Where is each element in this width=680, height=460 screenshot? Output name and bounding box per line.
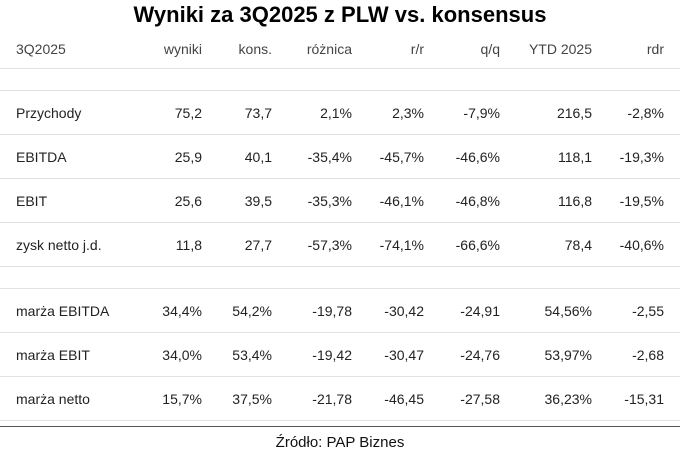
header-ytd-change: rdr (646, 41, 664, 57)
cell-yoy: -30,47 (352, 332, 424, 377)
cell-results: 11,8 (140, 222, 202, 267)
cell-qoq: -46,6% (424, 134, 500, 179)
header-consensus: kons. (238, 41, 272, 57)
cell-ytd: 53,97% (500, 332, 592, 377)
cell-ytd-change: -2,55 (592, 288, 680, 333)
spacer-row (0, 68, 680, 91)
cell-consensus: 27,7 (202, 222, 272, 267)
cell-ytd-change: -40,6% (592, 222, 680, 267)
cell-results: 75,2 (140, 90, 202, 135)
header-qoq: q/q (480, 41, 500, 57)
page-title: Wyniki za 3Q2025 z PLW vs. konsensus (133, 2, 547, 27)
cell-results: 25,6 (140, 178, 202, 223)
cell-ytd: 118,1 (500, 134, 592, 179)
cell-yoy: 2,3% (352, 90, 424, 135)
table-row: marża netto 15,7% 37,5% -21,78 -46,45 -2… (0, 376, 680, 421)
cell-consensus: 39,5 (202, 178, 272, 223)
row-label: marża netto (0, 376, 140, 421)
cell-difference: -19,42 (272, 332, 352, 377)
row-label: Przychody (0, 90, 140, 135)
cell-difference: -35,4% (272, 134, 352, 179)
cell-yoy: -45,7% (352, 134, 424, 179)
cell-yoy: -74,1% (352, 222, 424, 267)
cell-ytd-change: -19,5% (592, 178, 680, 223)
header-difference: różnica (306, 41, 352, 57)
cell-consensus: 73,7 (202, 90, 272, 135)
cell-yoy: -46,45 (352, 376, 424, 421)
table-row: marża EBITDA 34,4% 54,2% -19,78 -30,42 -… (0, 288, 680, 333)
cell-ytd-change: -2,8% (592, 90, 680, 135)
table-row: EBITDA 25,9 40,1 -35,4% -45,7% -46,6% 11… (0, 134, 680, 179)
cell-ytd: 216,5 (500, 90, 592, 135)
cell-difference: 2,1% (272, 90, 352, 135)
results-table-container: 3Q2025 wyniki kons. różnica r/r q/q YTD … (0, 30, 680, 421)
bottom-divider (0, 426, 680, 427)
cell-qoq: -66,6% (424, 222, 500, 267)
cell-difference: -57,3% (272, 222, 352, 267)
cell-consensus: 37,5% (202, 376, 272, 421)
table-row: marża EBIT 34,0% 53,4% -19,42 -30,47 -24… (0, 332, 680, 377)
row-label: zysk netto j.d. (0, 222, 140, 267)
table-row: Przychody 75,2 73,7 2,1% 2,3% -7,9% 216,… (0, 90, 680, 135)
cell-qoq: -24,91 (424, 288, 500, 333)
cell-qoq: -27,58 (424, 376, 500, 421)
table-row: EBIT 25,6 39,5 -35,3% -46,1% -46,8% 116,… (0, 178, 680, 223)
cell-difference: -21,78 (272, 376, 352, 421)
cell-qoq: -7,9% (424, 90, 500, 135)
cell-ytd-change: -15,31 (592, 376, 680, 421)
cell-qoq: -24,76 (424, 332, 500, 377)
row-label: marża EBITDA (0, 288, 140, 333)
cell-difference: -35,3% (272, 178, 352, 223)
cell-ytd: 54,56% (500, 288, 592, 333)
cell-ytd: 78,4 (500, 222, 592, 267)
row-label: EBITDA (0, 134, 140, 179)
spacer-row (0, 266, 680, 289)
row-label: marża EBIT (0, 332, 140, 377)
cell-results: 34,0% (140, 332, 202, 377)
source-caption: Źródło: PAP Biznes (275, 434, 405, 451)
cell-results: 34,4% (140, 288, 202, 333)
cell-results: 25,9 (140, 134, 202, 179)
cell-consensus: 54,2% (202, 288, 272, 333)
header-yoy: r/r (410, 41, 424, 57)
cell-results: 15,7% (140, 376, 202, 421)
results-table: 3Q2025 wyniki kons. różnica r/r q/q YTD … (0, 30, 680, 421)
cell-yoy: -30,42 (352, 288, 424, 333)
cell-ytd: 116,8 (500, 178, 592, 223)
table-header-row: 3Q2025 wyniki kons. różnica r/r q/q YTD … (0, 30, 680, 69)
table-row: zysk netto j.d. 11,8 27,7 -57,3% -74,1% … (0, 222, 680, 267)
cell-consensus: 40,1 (202, 134, 272, 179)
cell-qoq: -46,8% (424, 178, 500, 223)
cell-ytd-change: -19,3% (592, 134, 680, 179)
cell-ytd: 36,23% (500, 376, 592, 421)
cell-consensus: 53,4% (202, 332, 272, 377)
header-period: 3Q2025 (16, 41, 66, 57)
cell-difference: -19,78 (272, 288, 352, 333)
header-results: wyniki (163, 41, 202, 57)
header-ytd: YTD 2025 (528, 41, 592, 57)
cell-yoy: -46,1% (352, 178, 424, 223)
row-label: EBIT (0, 178, 140, 223)
cell-ytd-change: -2,68 (592, 332, 680, 377)
